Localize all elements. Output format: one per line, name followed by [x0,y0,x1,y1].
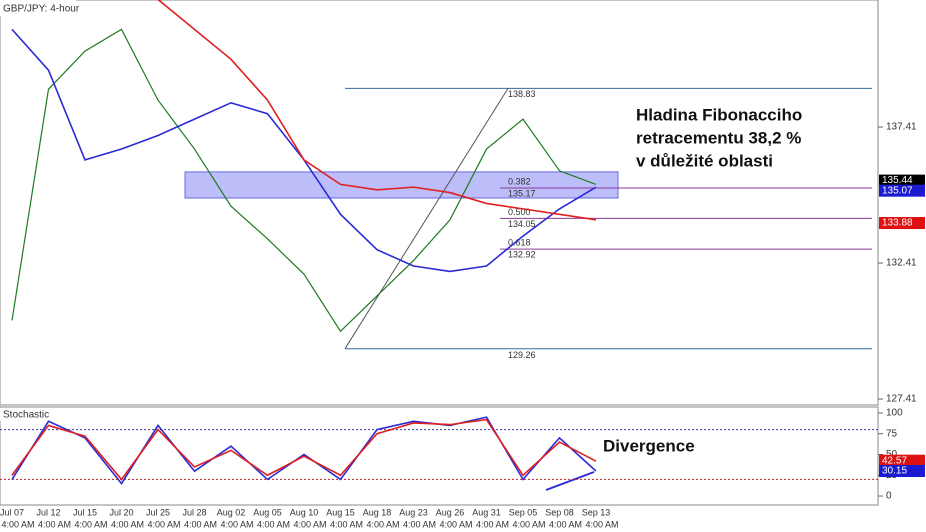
time-label: 4:00 AM [585,519,618,529]
price-marker [879,217,925,230]
chart-title: GBP/JPY: 4-hour [3,4,80,15]
x-tick-label: Jul 07 [0,507,24,517]
price-marker-label: 135.07 [882,185,913,196]
series-line [157,0,597,221]
fib-ratio: 0.618 [508,238,531,248]
y-tick-label: 132.41 [886,258,917,269]
price-marker-label: 30.15 [882,466,907,477]
x-tick-label: Aug 18 [363,507,392,517]
price-marker [879,184,925,197]
fib-price: 134.05 [508,219,536,229]
time-label: 4:00 AM [439,519,472,529]
time-label: 4:00 AM [184,519,217,529]
x-tick-label: Aug 02 [217,507,246,517]
time-label: 4:00 AM [403,519,436,529]
x-tick-label: Jul 20 [109,507,133,517]
stoch-title: Stochastic [3,410,49,421]
fib-ratio: 0.500 [508,207,531,217]
title-bg [0,0,76,16]
y-tick-label: 100 [886,408,903,419]
y-tick-label: 50 [886,449,898,460]
x-tick-label: Sep 08 [545,507,574,517]
x-tick-label: Aug 10 [290,507,319,517]
x-tick-label: Jul 15 [73,507,97,517]
zone [184,171,619,199]
series-line [11,416,597,485]
time-label: 4:00 AM [1,519,34,529]
time-label: 4:00 AM [74,519,107,529]
price-marker [879,464,925,477]
y-tick-label: 75 [886,428,898,439]
time-label: 4:00 AM [512,519,545,529]
x-tick-label: Jul 28 [182,507,206,517]
fib-price: 135.17 [508,188,536,198]
fib-trend [344,88,509,349]
series-line [11,28,597,333]
x-tick-label: Aug 26 [436,507,465,517]
price-marker-label: 135.44 [882,175,913,186]
time-label: 4:00 AM [257,519,290,529]
fib-label: 138.83 [508,89,536,99]
y-tick-label: 137.41 [886,122,917,133]
stoch-panel [0,406,879,506]
x-tick-label: Aug 05 [253,507,282,517]
x-tick-label: Sep 05 [509,507,538,517]
time-label: 4:00 AM [220,519,253,529]
annotation: Hladina Fibonacciho [636,105,802,124]
price-panel [0,0,879,406]
price-marker [879,174,925,187]
x-tick-label: Sep 13 [582,507,611,517]
time-label: 4:00 AM [366,519,399,529]
x-tick-label: Jul 12 [36,507,60,517]
annotation: v důležité oblasti [636,151,773,170]
title-bg [0,408,42,421]
time-label: 4:00 AM [330,519,363,529]
time-label: 4:00 AM [111,519,144,529]
fib-price: 132.92 [508,250,536,260]
time-label: 4:00 AM [38,519,71,529]
x-tick-label: Jul 25 [146,507,170,517]
price-marker-label: 42.57 [882,455,907,466]
price-marker-label: 133.88 [882,218,913,229]
time-label: 4:00 AM [476,519,509,529]
x-tick-label: Aug 31 [472,507,501,517]
x-tick-label: Aug 15 [326,507,355,517]
y-tick-label: 0 [886,491,892,502]
price-marker [879,454,925,467]
fib-ratio: 0.382 [508,176,531,186]
divergence-line [545,471,595,491]
x-tick-label: Aug 23 [399,507,428,517]
time-label: 4:00 AM [147,519,180,529]
annotation: retracementu 38,2 % [636,128,801,147]
time-label: 4:00 AM [549,519,582,529]
series-line [11,418,597,481]
fib-label: 129.26 [508,350,536,360]
series-line [11,28,597,273]
annotation: Divergence [603,436,695,455]
y-tick-label: 127.41 [886,394,917,405]
time-label: 4:00 AM [293,519,326,529]
